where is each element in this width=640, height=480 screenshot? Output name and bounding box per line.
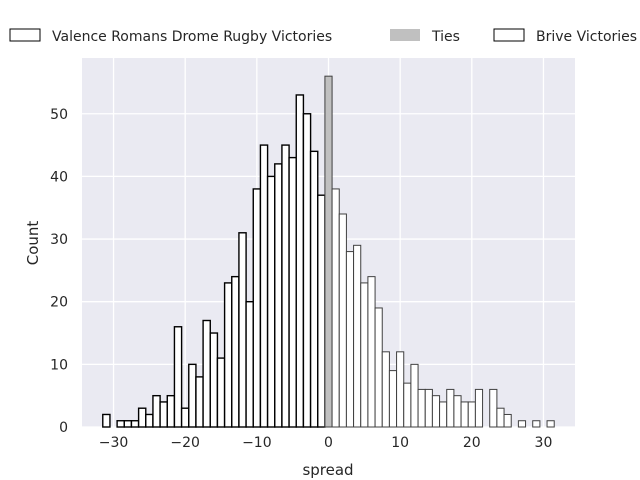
bar-valence	[116, 420, 125, 428]
bar-ties	[324, 75, 333, 428]
x-tick-labels: −30 −20 −10 0 10 20 30	[99, 435, 553, 451]
bar-valence	[145, 413, 154, 428]
bar-valence	[223, 282, 233, 428]
bar-valence	[252, 188, 262, 428]
bar-valence	[202, 319, 211, 428]
bar-valence	[209, 332, 219, 428]
legend-label-valence: Valence Romans Drome Rugby Victories	[52, 29, 332, 45]
bar-valence	[238, 232, 247, 428]
bar-valence	[281, 144, 290, 428]
legend-swatch-ties	[390, 29, 420, 41]
legend-label-ties: Ties	[431, 29, 460, 45]
bar-valence	[159, 401, 168, 428]
bar-brive	[439, 401, 448, 428]
bar-brive	[517, 420, 527, 428]
bar-brive	[381, 351, 390, 428]
bar-brive	[489, 388, 498, 428]
bar-valence	[245, 301, 254, 428]
bar-valence	[195, 376, 204, 428]
bar-brive	[403, 382, 412, 428]
bar-valence	[188, 363, 197, 428]
y-tick-label: 30	[50, 232, 68, 248]
bar-valence	[180, 407, 190, 428]
bar-valence	[166, 394, 176, 428]
bar-valence	[123, 420, 133, 428]
legend: Valence Romans Drome Rugby Victories Tie…	[9, 28, 637, 45]
bar-brive	[546, 420, 555, 428]
y-tick-label: 10	[50, 357, 68, 373]
bar-valence	[274, 163, 283, 428]
bar-brive	[410, 363, 419, 428]
x-tick-label: −10	[242, 435, 272, 451]
bar-brive	[474, 388, 484, 428]
bar-brive	[331, 188, 340, 428]
bars	[102, 75, 555, 428]
bar-brive	[360, 282, 369, 428]
bar-valence	[302, 113, 312, 428]
bar-brive	[431, 395, 441, 428]
legend-label-brive: Brive Victories	[536, 29, 637, 45]
bar-valence	[295, 94, 305, 428]
x-tick-label: −30	[99, 435, 129, 451]
bar-brive	[446, 388, 455, 428]
y-tick-label: 20	[50, 295, 68, 311]
legend-item-valence: Valence Romans Drome Rugby Victories	[9, 28, 332, 45]
legend-item-ties: Ties	[390, 29, 460, 45]
bar-brive	[424, 388, 433, 428]
bar-brive	[532, 420, 541, 428]
bar-brive	[367, 276, 376, 428]
y-tick-label: 0	[59, 420, 68, 436]
legend-swatch-brive	[493, 28, 525, 42]
bar-brive	[353, 244, 362, 428]
y-axis-label: Count	[24, 221, 42, 266]
bar-brive	[460, 401, 469, 428]
bar-valence	[173, 326, 183, 428]
bar-valence	[288, 156, 297, 428]
bar-brive	[467, 401, 476, 428]
legend-swatch-valence	[9, 28, 41, 42]
x-tick-label: 20	[463, 435, 481, 451]
x-tick-label: −20	[170, 435, 200, 451]
x-tick-label: 10	[391, 435, 409, 451]
legend-item-brive: Brive Victories	[493, 28, 637, 45]
y-tick-label: 50	[50, 107, 68, 123]
bar-brive	[345, 251, 355, 428]
y-tick-labels: 0 10 20 30 40 50	[50, 107, 68, 436]
bar-brive	[374, 307, 383, 428]
bar-brive	[338, 213, 347, 428]
bar-brive	[496, 407, 505, 428]
bar-valence	[130, 420, 140, 428]
bar-valence	[102, 413, 111, 428]
bar-valence	[317, 194, 326, 428]
bar-valence	[152, 394, 161, 428]
bar-valence	[309, 150, 319, 428]
bar-brive	[453, 395, 462, 428]
bar-brive	[388, 370, 398, 428]
y-tick-label: 40	[50, 169, 68, 185]
x-tick-label: 30	[535, 435, 553, 451]
bar-valence	[231, 275, 240, 428]
bar-brive	[417, 388, 426, 428]
x-axis-label: spread	[302, 461, 353, 479]
bar-brive	[503, 413, 512, 428]
bar-brive	[396, 351, 405, 428]
bar-valence	[259, 144, 269, 428]
x-tick-label: 0	[324, 435, 333, 451]
bar-valence	[137, 407, 147, 428]
bar-valence	[216, 357, 226, 428]
bar-valence	[266, 175, 276, 428]
